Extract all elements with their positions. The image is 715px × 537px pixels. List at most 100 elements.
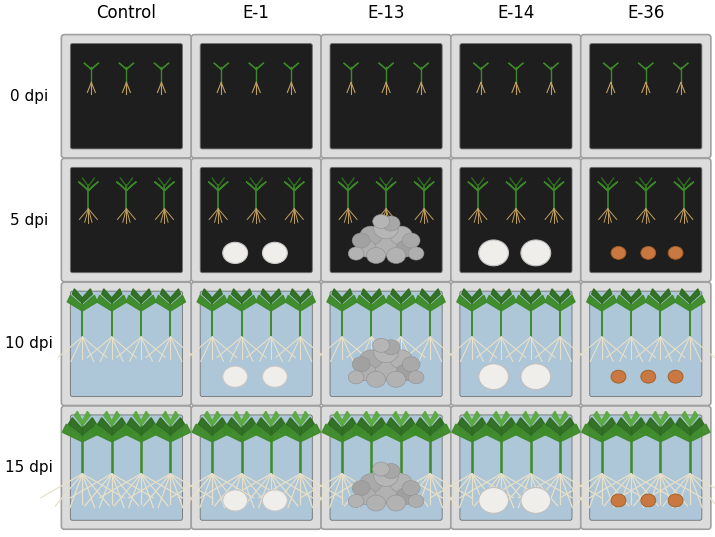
Polygon shape — [170, 424, 190, 442]
Ellipse shape — [387, 371, 405, 387]
Polygon shape — [381, 424, 401, 442]
FancyBboxPatch shape — [590, 291, 702, 396]
Ellipse shape — [611, 246, 626, 259]
Ellipse shape — [348, 495, 364, 507]
Polygon shape — [112, 411, 119, 426]
Polygon shape — [464, 411, 472, 426]
Polygon shape — [430, 418, 444, 436]
Polygon shape — [653, 411, 661, 426]
Ellipse shape — [641, 494, 656, 507]
Polygon shape — [162, 411, 170, 426]
Polygon shape — [540, 424, 560, 442]
Polygon shape — [386, 182, 396, 191]
Ellipse shape — [387, 495, 405, 511]
FancyBboxPatch shape — [200, 291, 312, 396]
Polygon shape — [674, 182, 684, 191]
FancyBboxPatch shape — [191, 34, 321, 158]
FancyBboxPatch shape — [70, 43, 182, 149]
Ellipse shape — [408, 247, 424, 260]
Ellipse shape — [390, 350, 413, 369]
Ellipse shape — [641, 246, 656, 259]
Ellipse shape — [348, 371, 364, 384]
Polygon shape — [661, 289, 671, 303]
Polygon shape — [131, 289, 141, 303]
Polygon shape — [212, 295, 227, 311]
Polygon shape — [170, 295, 185, 311]
Polygon shape — [641, 424, 661, 442]
Ellipse shape — [408, 371, 424, 384]
Polygon shape — [552, 411, 560, 426]
Polygon shape — [342, 289, 352, 303]
Text: E-36: E-36 — [627, 4, 664, 22]
Polygon shape — [680, 289, 690, 303]
FancyBboxPatch shape — [451, 282, 581, 405]
Polygon shape — [285, 295, 300, 311]
Polygon shape — [242, 289, 252, 303]
FancyBboxPatch shape — [590, 43, 702, 149]
Polygon shape — [69, 418, 82, 436]
Polygon shape — [661, 418, 674, 436]
FancyBboxPatch shape — [61, 406, 192, 529]
Polygon shape — [386, 295, 401, 311]
Ellipse shape — [262, 490, 287, 511]
Polygon shape — [150, 424, 170, 442]
Ellipse shape — [668, 370, 683, 383]
Polygon shape — [582, 424, 602, 442]
FancyBboxPatch shape — [460, 43, 572, 149]
Polygon shape — [338, 182, 348, 191]
Ellipse shape — [356, 488, 376, 504]
Polygon shape — [511, 424, 531, 442]
Polygon shape — [300, 411, 308, 426]
Polygon shape — [227, 418, 242, 436]
Polygon shape — [452, 424, 472, 442]
Polygon shape — [212, 289, 222, 303]
Polygon shape — [141, 411, 149, 426]
Polygon shape — [560, 289, 570, 303]
FancyBboxPatch shape — [191, 158, 321, 282]
Polygon shape — [257, 418, 271, 436]
Ellipse shape — [262, 242, 287, 264]
Polygon shape — [472, 424, 492, 442]
FancyBboxPatch shape — [581, 158, 711, 282]
Polygon shape — [501, 289, 511, 303]
Polygon shape — [554, 182, 564, 191]
Polygon shape — [170, 289, 180, 303]
Polygon shape — [531, 295, 546, 311]
Polygon shape — [416, 418, 430, 436]
Polygon shape — [292, 411, 300, 426]
Polygon shape — [342, 424, 362, 442]
Polygon shape — [371, 411, 380, 426]
FancyBboxPatch shape — [581, 406, 711, 529]
Polygon shape — [192, 424, 212, 442]
Ellipse shape — [367, 248, 385, 264]
Polygon shape — [675, 295, 690, 311]
Polygon shape — [430, 295, 445, 311]
FancyBboxPatch shape — [451, 158, 581, 282]
Ellipse shape — [373, 462, 390, 476]
Polygon shape — [415, 295, 430, 311]
Ellipse shape — [374, 466, 398, 487]
Ellipse shape — [479, 240, 508, 266]
Polygon shape — [356, 295, 371, 311]
Polygon shape — [414, 182, 424, 191]
Ellipse shape — [352, 481, 370, 496]
Polygon shape — [376, 182, 386, 191]
Polygon shape — [608, 182, 618, 191]
Ellipse shape — [360, 226, 383, 245]
Polygon shape — [112, 289, 122, 303]
Polygon shape — [322, 424, 342, 442]
Polygon shape — [242, 424, 262, 442]
Polygon shape — [334, 411, 342, 426]
Polygon shape — [401, 289, 411, 303]
Polygon shape — [127, 418, 141, 436]
Polygon shape — [517, 418, 531, 436]
Polygon shape — [401, 418, 415, 436]
Polygon shape — [133, 411, 141, 426]
FancyBboxPatch shape — [451, 34, 581, 158]
Polygon shape — [300, 289, 310, 303]
Polygon shape — [222, 424, 242, 442]
Polygon shape — [197, 295, 212, 311]
Polygon shape — [300, 418, 315, 436]
Polygon shape — [271, 411, 279, 426]
Polygon shape — [97, 295, 112, 311]
